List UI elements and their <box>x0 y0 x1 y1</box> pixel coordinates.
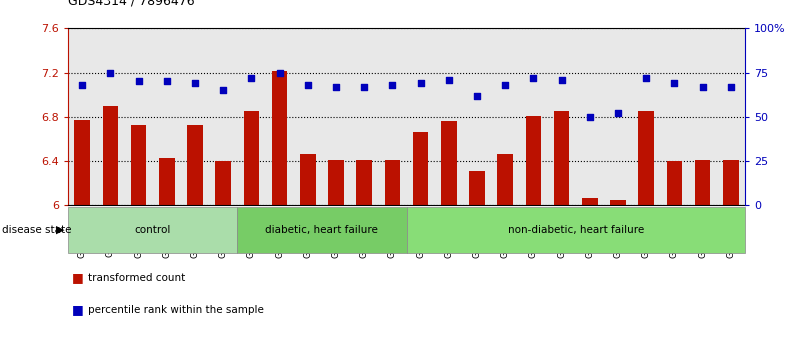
Bar <box>582 198 598 205</box>
Point <box>527 75 540 81</box>
Bar <box>103 106 118 205</box>
Bar <box>272 72 288 205</box>
Bar <box>723 160 739 205</box>
Point <box>358 84 371 90</box>
Point <box>104 70 117 75</box>
Point <box>442 77 455 82</box>
Bar <box>356 160 372 205</box>
Point <box>76 82 89 88</box>
Point <box>386 82 399 88</box>
Bar <box>187 125 203 205</box>
Point <box>414 80 427 86</box>
Bar <box>159 158 175 205</box>
Bar <box>441 121 457 205</box>
Point <box>132 79 145 84</box>
Text: control: control <box>135 225 171 235</box>
Point <box>612 110 625 116</box>
Text: GDS4314 / 7896476: GDS4314 / 7896476 <box>68 0 195 7</box>
Bar <box>497 154 513 205</box>
Text: disease state: disease state <box>2 225 71 235</box>
Bar <box>525 116 541 205</box>
Point <box>329 84 342 90</box>
Bar <box>610 200 626 205</box>
Point <box>555 77 568 82</box>
Point <box>583 114 596 120</box>
Point <box>668 80 681 86</box>
Text: ■: ■ <box>72 272 84 284</box>
Bar <box>131 125 147 205</box>
Bar <box>300 154 316 205</box>
Point <box>188 80 201 86</box>
Text: ■: ■ <box>72 303 84 316</box>
Point <box>301 82 314 88</box>
Point <box>471 93 484 98</box>
Bar <box>384 160 400 205</box>
Text: transformed count: transformed count <box>88 273 185 283</box>
Bar <box>695 160 710 205</box>
Text: percentile rank within the sample: percentile rank within the sample <box>88 305 264 315</box>
Bar <box>328 160 344 205</box>
Text: ▶: ▶ <box>55 225 64 235</box>
Point <box>724 84 737 90</box>
Bar <box>244 111 260 205</box>
Bar <box>74 120 90 205</box>
Point <box>160 79 173 84</box>
Point <box>499 82 512 88</box>
Bar <box>553 111 570 205</box>
Text: diabetic, heart failure: diabetic, heart failure <box>265 225 378 235</box>
Bar <box>469 171 485 205</box>
Bar <box>215 161 231 205</box>
Point <box>217 87 230 93</box>
Point <box>245 75 258 81</box>
Point <box>640 75 653 81</box>
Bar <box>413 132 429 205</box>
Point <box>696 84 709 90</box>
Text: non-diabetic, heart failure: non-diabetic, heart failure <box>508 225 644 235</box>
Point <box>273 70 286 75</box>
Bar <box>666 161 682 205</box>
Bar <box>638 111 654 205</box>
